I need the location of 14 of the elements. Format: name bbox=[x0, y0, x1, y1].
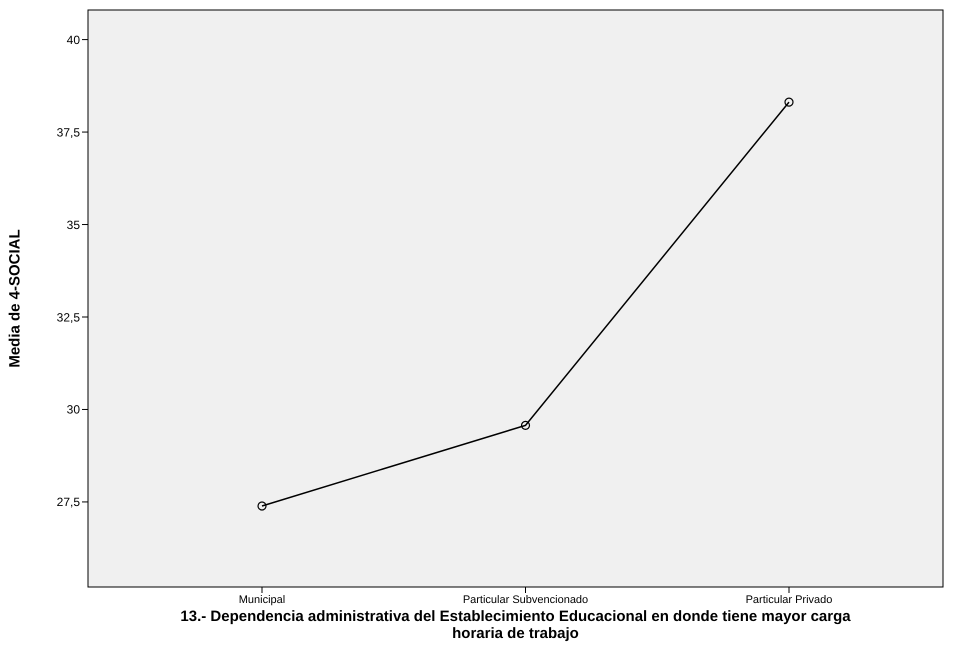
point bbox=[257, 501, 267, 511]
point bbox=[784, 98, 794, 107]
y-axis-title: Media de 4-SOCIAL bbox=[6, 229, 24, 368]
y-tick-label: 37,5 bbox=[56, 125, 80, 140]
x-tick-label: Municipal bbox=[238, 594, 286, 606]
x-tick-label: Particular Subvencionado bbox=[462, 594, 588, 606]
y-tick-label: 32,5 bbox=[56, 310, 80, 324]
y-tick-label: 30 bbox=[66, 402, 80, 417]
y-tick-label: 27,5 bbox=[56, 495, 80, 510]
y-tick-label: 35 bbox=[66, 218, 80, 232]
point bbox=[520, 420, 530, 430]
y-tick-label: 40 bbox=[66, 32, 80, 47]
x-tick-label: Particular Privado bbox=[746, 594, 832, 606]
x-axis-title: 13.- Dependencia administrativa del Establecimiento Educacional en donde tiene mayor carga horaria de trabajo bbox=[179, 608, 852, 642]
